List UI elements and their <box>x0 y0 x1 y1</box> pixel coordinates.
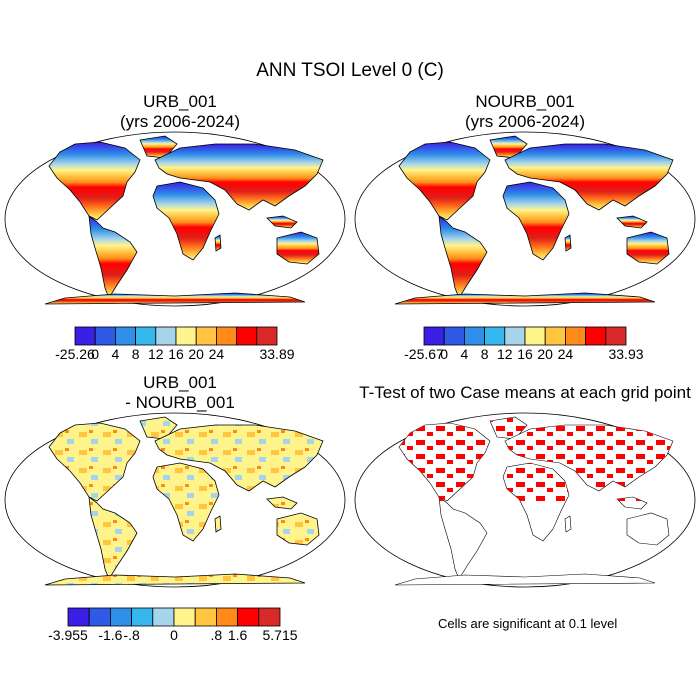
colorbar-swatch <box>173 607 196 627</box>
colorbar-swatch <box>135 326 157 346</box>
colorbar-swatch <box>504 326 526 346</box>
panel3-title: URB_001 - NOURB_001 <box>90 373 270 413</box>
colorbar-tick-label: -25.26 <box>55 346 95 362</box>
colorbar-swatch <box>565 326 587 346</box>
colorbar-tick-label: 33.93 <box>608 346 644 362</box>
panel4-title: T-Test of two Case means at each grid po… <box>355 383 695 403</box>
colorbar-swatch <box>236 326 258 346</box>
colorbar-tick-label: .8 <box>210 627 223 643</box>
colorbar-tick-label: 20 <box>188 346 204 362</box>
colorbar-swatch <box>115 326 137 346</box>
colorbar-tick-label: -25.67 <box>404 346 444 362</box>
colorbar-nourb <box>423 326 627 346</box>
colorbar-tick-label: 12 <box>148 346 164 362</box>
colorbar-swatch <box>484 326 506 346</box>
colorbar-tick-label: 12 <box>497 346 513 362</box>
colorbar-tick-label: 33.89 <box>259 346 295 362</box>
colorbar-tick-label: 4 <box>460 346 469 362</box>
map-panel-nourb <box>354 131 696 307</box>
colorbar-tick-label: 16 <box>168 346 184 362</box>
colorbar-tick-label: 24 <box>557 346 574 362</box>
colorbar-swatch <box>258 607 281 627</box>
colorbar-tick-label: 16 <box>517 346 533 362</box>
colorbar-swatch <box>215 607 238 627</box>
colorbar-tick-label: -1.6 <box>98 627 123 643</box>
colorbar-tick-label: 8 <box>480 346 489 362</box>
colorbar-swatch <box>88 607 111 627</box>
colorbar-swatch <box>605 326 627 346</box>
colorbar-tick-label: -3.955 <box>48 627 88 643</box>
colorbar-tick-label: 20 <box>537 346 553 362</box>
colorbar-tick-label: -.8 <box>123 627 140 643</box>
panel1-title: URB_001 (yrs 2006-2024) <box>90 92 270 132</box>
map-panel-difference <box>4 412 346 588</box>
panel2-title-line1: NOURB_001 <box>475 92 575 111</box>
colorbar-swatch <box>463 326 485 346</box>
colorbar-urb <box>74 326 278 346</box>
colorbar-swatch <box>585 326 607 346</box>
significance-note: Cells are significant at 0.1 level <box>438 616 618 631</box>
colorbar-swatch <box>443 326 465 346</box>
colorbar-swatch <box>152 607 175 627</box>
panel4-title-line1: T-Test of two Case means at each grid po… <box>359 383 691 402</box>
colorbar-swatch <box>94 326 116 346</box>
colorbar-swatch <box>423 326 445 346</box>
colorbar-swatch <box>195 326 217 346</box>
colorbar-difference <box>67 607 281 627</box>
figure-title: ANN TSOI Level 0 (C) <box>256 60 444 81</box>
colorbar-tick-label: 4 <box>111 346 120 362</box>
map-panel-urb <box>4 131 346 307</box>
colorbar-swatch <box>110 607 133 627</box>
map-panel-ttest <box>354 412 696 588</box>
colorbar-swatch <box>131 607 154 627</box>
colorbar-swatch <box>237 607 260 627</box>
colorbar-swatch <box>155 326 177 346</box>
colorbar-tick-label: 0 <box>170 627 178 643</box>
colorbar-tick-label: 24 <box>208 346 225 362</box>
colorbar-swatch <box>524 326 546 346</box>
colorbar-swatch <box>194 607 217 627</box>
panel1-title-line2: (yrs 2006-2024) <box>119 112 240 131</box>
panel1-title-line1: URB_001 <box>143 92 217 111</box>
colorbar-tick-label: 8 <box>131 346 140 362</box>
colorbar-tick-label: 1.6 <box>227 627 248 643</box>
colorbar-tick-label: 5.715 <box>262 627 298 643</box>
panel3-title-line1: URB_001 <box>143 373 217 392</box>
colorbar-swatch <box>544 326 566 346</box>
colorbar-swatch <box>67 607 90 627</box>
colorbar-tick-label: 0 <box>91 346 100 362</box>
colorbar-tick-label: 0 <box>440 346 449 362</box>
panel2-title: NOURB_001 (yrs 2006-2024) <box>435 92 615 132</box>
panel3-title-line2: - NOURB_001 <box>125 393 235 412</box>
colorbar-swatch <box>215 326 237 346</box>
colorbar-swatch <box>175 326 197 346</box>
colorbar-swatch <box>74 326 96 346</box>
colorbar-swatch <box>256 326 278 346</box>
panel2-title-line2: (yrs 2006-2024) <box>464 112 585 131</box>
